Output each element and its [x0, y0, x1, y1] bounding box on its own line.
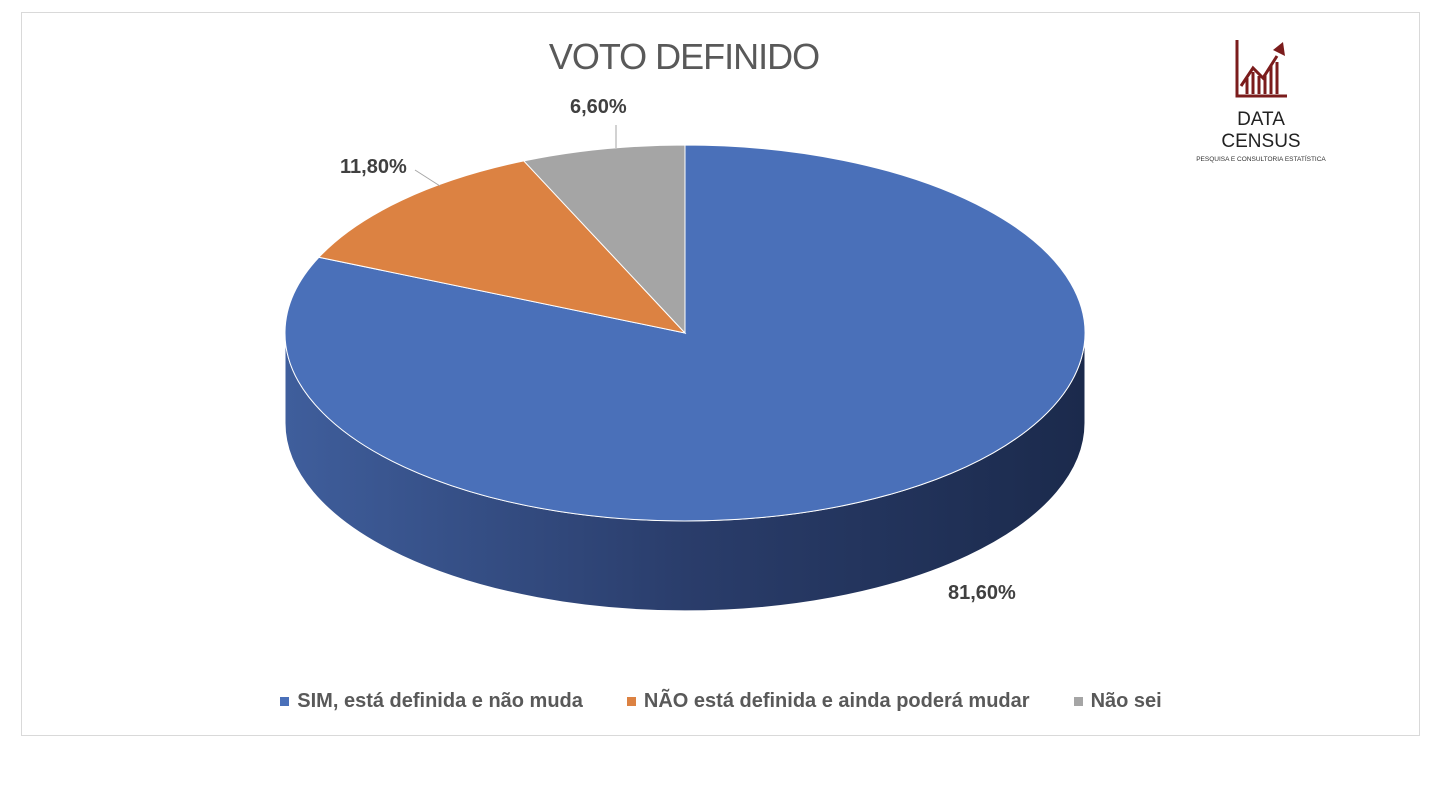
legend-label: SIM, está definida e não muda: [297, 690, 583, 712]
legend-label: NÃO está definida e ainda poderá mudar: [643, 690, 1030, 712]
chart-growth-icon: [1235, 40, 1287, 98]
logo-name: DATA CENSUS: [1221, 109, 1301, 152]
legend-item-nao: NÃO está definida e ainda poderá mudar: [626, 690, 1030, 713]
chart-title: VOTO DEFINIDO: [548, 36, 820, 77]
data-label-sim: 81,60%: [948, 582, 1016, 604]
logo-tagline: PESQUISA E CONSULTORIA ESTATÍSTICA: [1196, 156, 1326, 163]
legend: SIM, está definida e não muda NÃO está d…: [0, 690, 1442, 713]
leader-line: [414, 169, 441, 187]
data-label-nao-sei: 6,60%: [570, 96, 627, 118]
legend-swatch: [1073, 697, 1083, 706]
pie-slice-2: [522, 144, 686, 335]
logo: DATA CENSUS PESQUISA E CONSULTORIA ESTAT…: [1196, 38, 1326, 163]
legend-swatch: [280, 697, 290, 706]
data-label-nao: 11,80%: [340, 156, 407, 178]
pie-slice-1: [317, 160, 687, 334]
legend-item-nao-sei: Não sei: [1073, 690, 1162, 713]
legend-item-sim: SIM, está definida e não muda: [280, 690, 583, 713]
legend-label: Não sei: [1090, 690, 1162, 712]
legend-swatch: [626, 697, 636, 706]
